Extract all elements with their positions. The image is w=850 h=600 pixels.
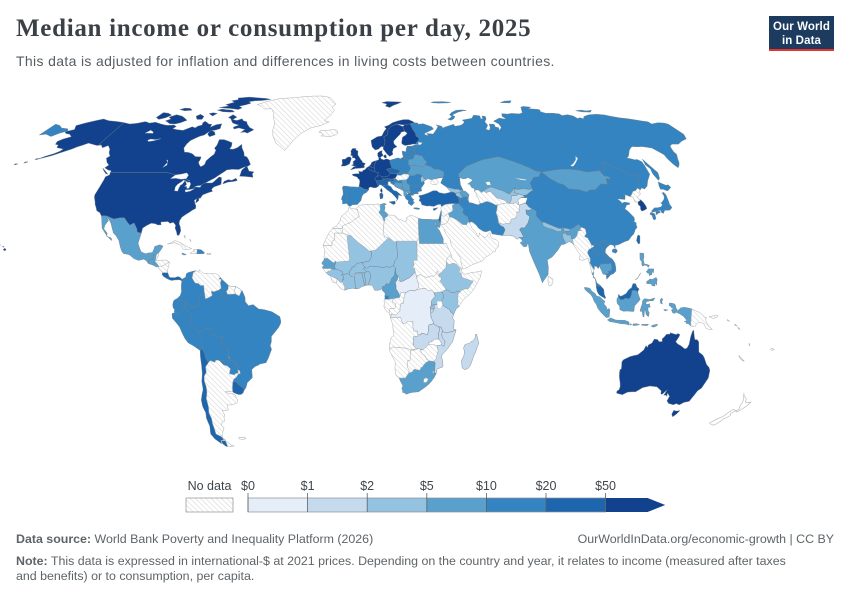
svg-text:$2: $2 <box>360 479 374 493</box>
svg-text:$1: $1 <box>301 479 315 493</box>
svg-text:$5: $5 <box>420 479 434 493</box>
svg-text:$10: $10 <box>476 479 497 493</box>
svg-text:$0: $0 <box>241 479 255 493</box>
svg-text:$50: $50 <box>595 479 616 493</box>
svg-text:$20: $20 <box>536 479 557 493</box>
svg-text:No data: No data <box>188 479 232 493</box>
